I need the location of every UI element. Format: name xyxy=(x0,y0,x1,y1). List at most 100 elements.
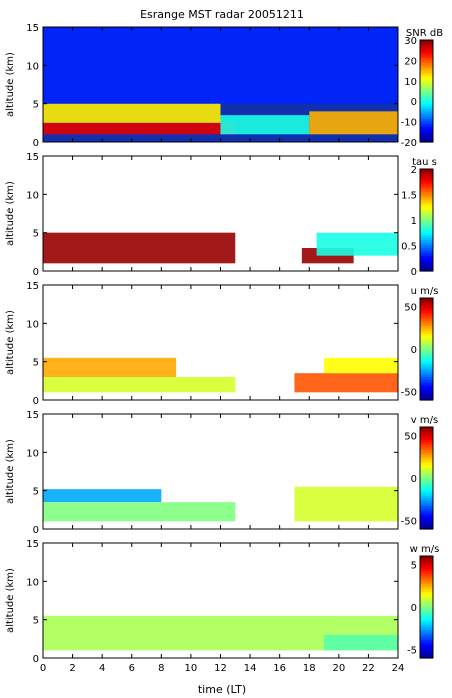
colorbar-segment xyxy=(420,88,433,92)
colorbar-label: SNR dB xyxy=(406,28,443,39)
colorbar-segment xyxy=(420,581,433,585)
colorbar-segment xyxy=(420,202,433,206)
colorbar-segment xyxy=(420,55,433,59)
colorbar-label: u m/s xyxy=(411,286,439,297)
colorbar-segment xyxy=(420,346,433,350)
colorbar-segment xyxy=(420,480,433,484)
colorbar-segment xyxy=(420,209,433,213)
colorbar-segment xyxy=(420,516,433,520)
colorbar-segment xyxy=(420,93,433,97)
colorbar-segment xyxy=(420,556,433,560)
colorbar-tick-label: 0.5 xyxy=(401,242,417,253)
data-layer-1-3 xyxy=(220,115,310,135)
colorbar-segment xyxy=(420,465,433,469)
colorbar-segment xyxy=(420,98,433,102)
colorbar-segment xyxy=(420,382,433,386)
colorbar-segment xyxy=(420,566,433,570)
colorbar-segment xyxy=(420,333,433,337)
colorbar-segment xyxy=(420,181,433,185)
colorbar-segment xyxy=(420,230,433,234)
colorbar-segment xyxy=(420,627,433,631)
colorbar-segment xyxy=(420,617,433,621)
colorbar-segment xyxy=(420,612,433,616)
colorbar-segment xyxy=(420,134,433,138)
colorbar-segment xyxy=(420,300,433,304)
colorbar-tick-label: 2 xyxy=(411,165,417,176)
y-tick-label: 5 xyxy=(33,229,39,240)
colorbar-segment xyxy=(420,103,433,107)
data-layer-1-2 xyxy=(43,103,221,123)
colorbar-segment xyxy=(420,586,433,590)
colorbar-segment xyxy=(420,609,433,613)
colorbar-segment xyxy=(420,495,433,499)
colorbar-segment xyxy=(420,442,433,446)
colorbar-segment xyxy=(420,250,433,254)
data-layer-3-2 xyxy=(43,377,236,393)
colorbar-segment xyxy=(420,179,433,183)
colorbar-tick-label: 30 xyxy=(404,36,417,47)
colorbar-label: v m/s xyxy=(411,415,438,426)
colorbar-segment xyxy=(420,472,433,477)
colorbar-segment xyxy=(420,655,433,659)
colorbar-segment xyxy=(420,75,433,79)
data-layer-4-3 xyxy=(294,486,398,522)
y-tick-label: 15 xyxy=(26,281,39,292)
colorbar-segment xyxy=(420,124,433,128)
x-tick-label: 16 xyxy=(273,663,286,674)
colorbar-segment xyxy=(420,194,433,198)
y-tick-label: 15 xyxy=(26,539,39,550)
colorbar-segment xyxy=(420,467,433,471)
figure-title: Esrange MST radar 20051211 xyxy=(140,8,304,21)
data-layer-1-4 xyxy=(309,111,398,135)
colorbar-tick-label: 20 xyxy=(404,56,417,67)
colorbar-segment xyxy=(420,488,433,492)
colorbar-segment xyxy=(420,637,433,641)
colorbar-segment xyxy=(420,452,433,456)
colorbar-tick-label: 0 xyxy=(411,474,417,485)
colorbar-segment xyxy=(420,558,433,562)
data-layer-3-1 xyxy=(43,357,177,377)
colorbar-segment xyxy=(420,265,433,270)
x-tick-label: 24 xyxy=(392,663,405,674)
y-tick-label: 10 xyxy=(26,577,39,588)
colorbar-segment xyxy=(420,503,433,507)
colorbar-tick-label: 1 xyxy=(411,216,417,227)
colorbar-segment xyxy=(420,308,433,312)
y-tick-label: 0 xyxy=(33,654,39,665)
colorbar-segment xyxy=(420,217,433,221)
panel-2: 0 5 10 15 altitude (km) tau s2 1.5 1 0.5 0 xyxy=(5,152,437,278)
colorbar-segment xyxy=(420,121,433,125)
colorbar-segment xyxy=(420,237,433,241)
colorbar-segment xyxy=(420,65,433,69)
data-layer-3-3 xyxy=(294,373,398,393)
colorbar-segment xyxy=(420,57,433,61)
colorbar-segment xyxy=(420,645,433,649)
colorbar-segment xyxy=(420,635,433,639)
colorbar-tick-label: 50 xyxy=(404,303,417,314)
colorbar-segment xyxy=(420,449,433,454)
y-tick-label: 15 xyxy=(26,410,39,421)
colorbar-segment xyxy=(420,571,433,575)
colorbar-segment xyxy=(420,432,433,436)
colorbar-segment xyxy=(420,561,433,565)
x-tick-label: 6 xyxy=(129,663,135,674)
colorbar-segment xyxy=(420,199,433,203)
colorbar-tick-label: 1.5 xyxy=(401,191,417,202)
x-tick-label: 12 xyxy=(214,663,227,674)
colorbar-segment xyxy=(420,303,433,307)
colorbar-segment xyxy=(420,45,433,49)
colorbar-segment xyxy=(420,52,433,56)
colorbar-segment xyxy=(420,493,433,497)
colorbar-segment xyxy=(420,47,433,51)
data-layer-4-1 xyxy=(43,489,162,503)
colorbar-segment xyxy=(420,191,433,196)
colorbar-segment xyxy=(420,563,433,567)
colorbar-segment xyxy=(420,248,433,252)
x-tick-label: 18 xyxy=(303,663,316,674)
x-tick-label: 20 xyxy=(332,663,345,674)
colorbar-segment xyxy=(420,359,433,363)
colorbar-frame xyxy=(419,426,434,530)
colorbar-segment xyxy=(420,506,433,510)
colorbar-segment xyxy=(420,80,433,84)
colorbar-segment xyxy=(420,377,433,381)
